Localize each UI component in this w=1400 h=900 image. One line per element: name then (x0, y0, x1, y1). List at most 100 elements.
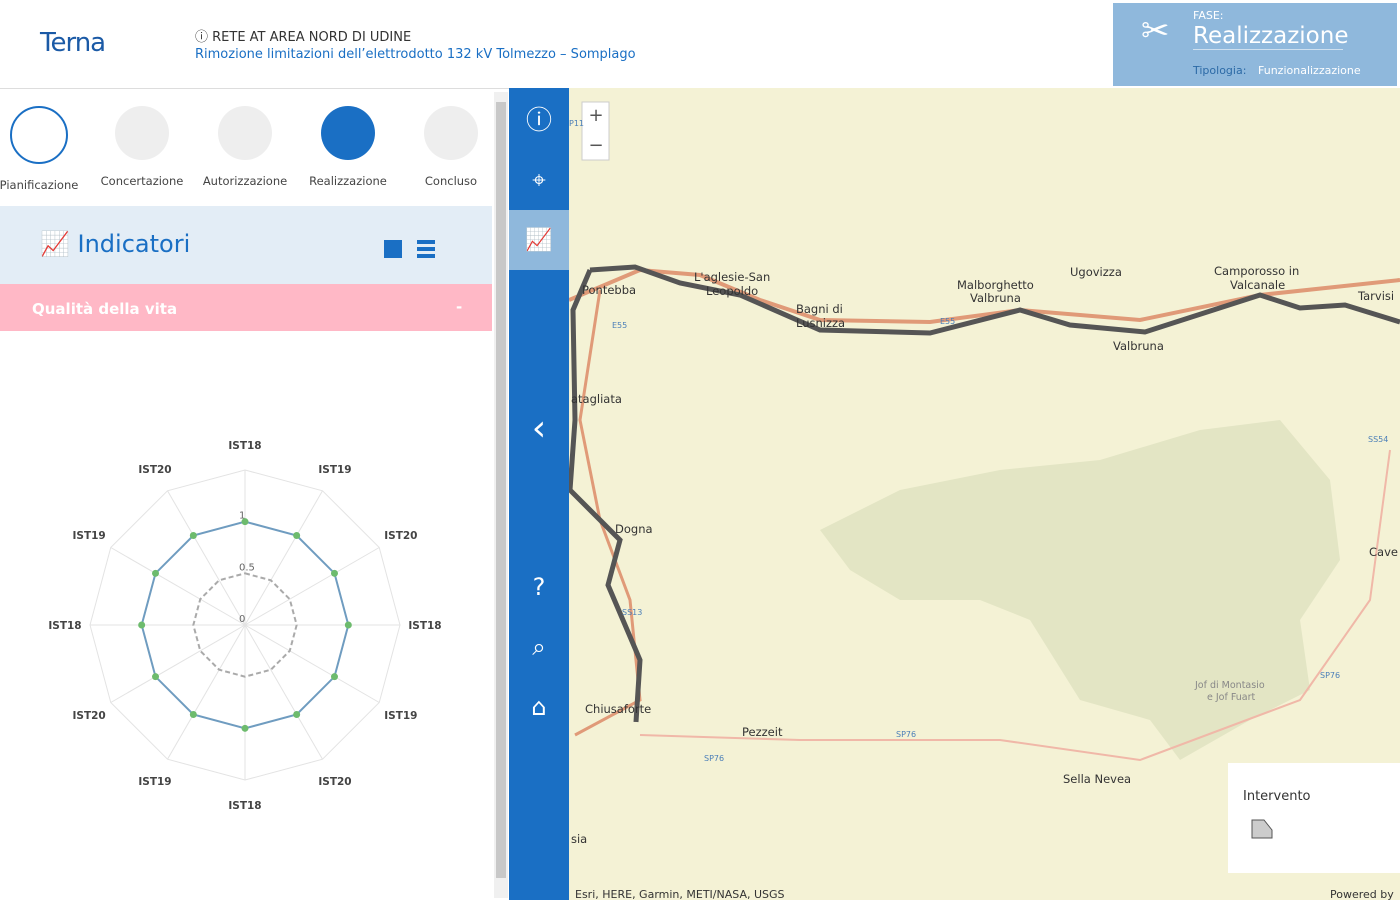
phase-icon (218, 106, 272, 160)
road-label: SP76 (1320, 671, 1340, 680)
powered-by: Powered by (1330, 888, 1394, 900)
zoom-in[interactable]: + (588, 105, 603, 126)
location-btn[interactable]: ⌖ (532, 166, 546, 194)
phase-step[interactable]: Realizzazione (303, 106, 393, 188)
road (639, 449, 1391, 762)
road-label: E55 (940, 317, 955, 326)
collapse[interactable]: - (456, 298, 463, 316)
axis-label: IST19 (384, 710, 417, 722)
place-label: Tarvisi (1357, 289, 1394, 303)
grid-view[interactable] (384, 240, 402, 258)
subtitle[interactable]: Rimozione limitazioni dell’elettrodotto … (195, 47, 636, 62)
axis-label: IST18 (228, 800, 261, 812)
phase-icon: ✂ (1141, 11, 1170, 51)
point (189, 532, 197, 540)
home-btn[interactable]: ⌂ (531, 693, 547, 721)
point (330, 673, 338, 681)
place-label: Valcanale (1230, 278, 1285, 292)
header: Terna ⓘ RETE AT AREA NORD DI UDINE Rimoz… (0, 0, 1400, 89)
tick-label: 1 (239, 511, 245, 522)
spoke (110, 547, 246, 626)
spoke (244, 624, 323, 760)
place-label: Bagni di (796, 302, 843, 316)
point (138, 621, 146, 629)
map[interactable]: + − Esri, HERE, Garmin, METI/NASA, USGS … (569, 88, 1400, 900)
place-label: Malborghetto (957, 278, 1034, 292)
attribution: Esri, HERE, Garmin, METI/NASA, USGS (575, 888, 785, 900)
info-btn[interactable]: ⓘ (525, 105, 552, 136)
phase-step[interactable]: Concertazione (97, 106, 187, 188)
spoke (110, 624, 246, 703)
phase-icon (10, 106, 68, 164)
type: Funzionalizzazione (1258, 64, 1361, 77)
point (152, 569, 160, 577)
chart-btn[interactable]: 📈 (509, 210, 569, 270)
place-label: Valbruna (970, 291, 1021, 305)
power-line (569, 269, 643, 723)
place-label: Chiusaforte (585, 702, 651, 716)
axis-label: IST19 (318, 464, 351, 476)
place-label: Cave del P (1369, 545, 1400, 559)
spoke (167, 624, 246, 760)
logo[interactable]: Terna (40, 28, 106, 58)
grid-ring (192, 572, 298, 678)
point (293, 532, 301, 540)
phase-name: Concertazione (100, 174, 184, 188)
section[interactable]: Qualità della vita - (0, 284, 492, 331)
spoke (167, 490, 246, 626)
tick-label: 0.5 (239, 562, 255, 573)
phase-step[interactable]: Pianificazione (0, 106, 84, 192)
phase-name: Autorizzazione (202, 174, 288, 188)
point (330, 569, 338, 577)
zoom (581, 101, 610, 161)
spoke (244, 624, 380, 703)
road-label: P11 (569, 119, 584, 128)
place-label: Lusnizza (796, 316, 845, 330)
list-view[interactable] (417, 240, 435, 258)
place-label: Camporosso in (1214, 264, 1299, 278)
phase-box: ✂ FASE: Realizzazione Tipologia: Funzion… (1113, 3, 1397, 86)
legend-title: Intervento (1243, 789, 1311, 804)
phase-step[interactable]: Concluso (406, 106, 496, 188)
road-label: E55 (612, 321, 627, 330)
axis-label: IST18 (48, 620, 81, 632)
panel-title-text: Indicatori (77, 230, 191, 258)
axis-label: IST20 (72, 710, 105, 722)
scroll-thumb[interactable] (496, 102, 506, 878)
place-label: Sella Nevea (1063, 772, 1131, 786)
title-text: RETE AT AREA NORD DI UDINE (212, 30, 412, 45)
phase: Realizzazione (1193, 23, 1349, 50)
radar-chart: 0 0.5 1 IST18 IST19 IST20 IST18 IST19 IST20 IST18… (48, 440, 441, 812)
spoke (244, 547, 380, 626)
place-label: sia (571, 832, 587, 846)
point (344, 621, 352, 629)
phase-icon (321, 106, 375, 160)
phase-icon (424, 106, 478, 160)
park (820, 420, 1340, 760)
place-label: Ugovizza (1070, 265, 1122, 279)
help-btn[interactable]: ? (532, 573, 546, 601)
power-line (589, 264, 1400, 336)
type-label: Tipologia: (1193, 64, 1247, 77)
scrollbar[interactable] (494, 92, 508, 898)
phase-step[interactable]: Autorizzazione (200, 106, 290, 188)
zoom-out[interactable]: − (588, 135, 603, 156)
road-label: SS54 (1368, 435, 1388, 444)
phase-label: FASE: (1193, 9, 1224, 22)
panel-title: 📈 Indicatori (40, 230, 191, 258)
section-title: Qualità della vita (32, 300, 178, 318)
road-label: SP76 (704, 754, 724, 763)
place-label: Jof di Montasio (1194, 680, 1265, 691)
search-btn[interactable]: ⌕ (532, 633, 546, 661)
phase-icon (115, 106, 169, 160)
legend (1228, 763, 1400, 873)
title: ⓘ RETE AT AREA NORD DI UDINE (195, 30, 412, 45)
place-label: L'aglesie-San (694, 270, 770, 284)
point (152, 673, 160, 681)
panel-head: 📈 Indicatori (0, 206, 492, 284)
road-label: SP76 (896, 730, 916, 739)
road (569, 267, 1400, 325)
place-label: Pontebba (582, 283, 636, 297)
collapse-btn[interactable]: ‹ (531, 407, 547, 449)
